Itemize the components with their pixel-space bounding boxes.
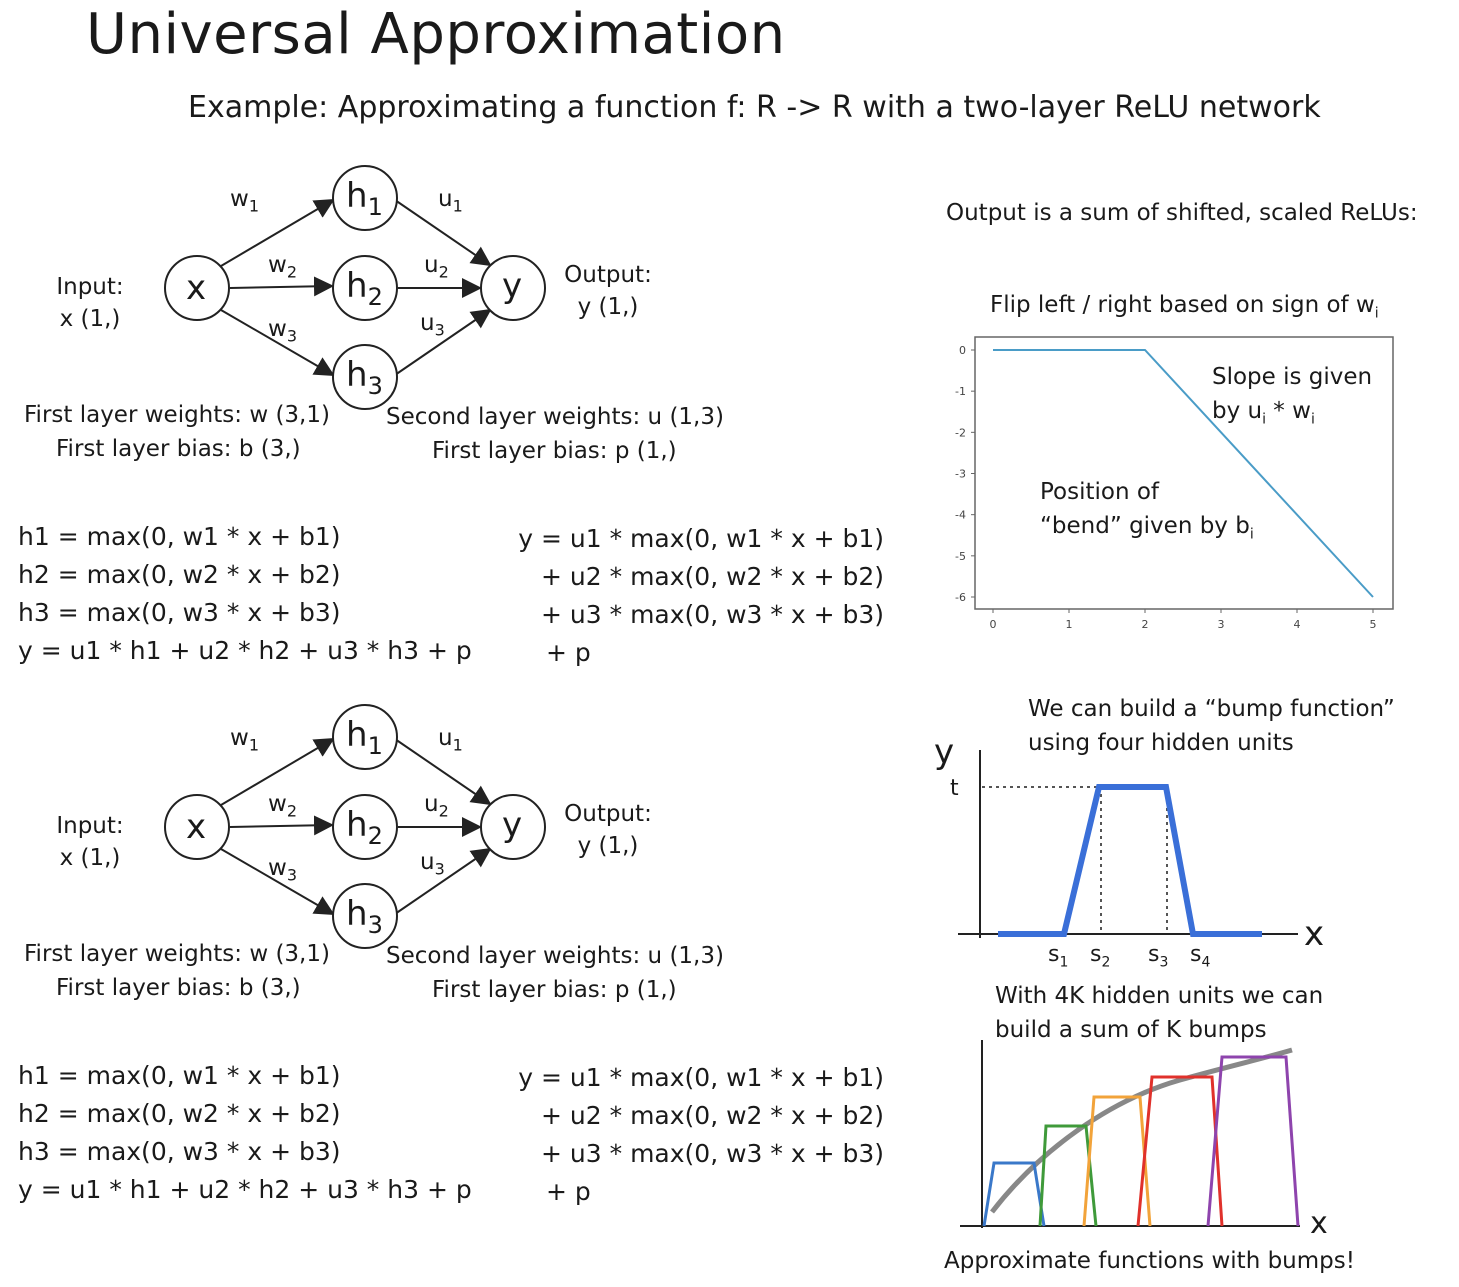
slide-subtitle: Example: Approximating a function f: R -… — [188, 90, 1321, 125]
node-x — [164, 255, 230, 321]
sum-heading: With 4K hidden units we can build a sum … — [995, 983, 1324, 1043]
first-layer-bias-2: First layer bias: b (3,) — [56, 975, 301, 1001]
bump-t-label: t — [950, 776, 959, 801]
second-layer-weights-2: Second layer weights: u (1,3) — [386, 943, 724, 969]
node-x-label-2: x — [186, 807, 207, 847]
node-y — [480, 255, 546, 321]
relu-heading: Output is a sum of shifted, scaled ReLUs… — [946, 200, 1418, 226]
bump-x-label: x — [1304, 914, 1325, 954]
bend-note: Position of “bend” given by bi — [1040, 479, 1254, 543]
node-h1-label: h1 — [346, 176, 383, 221]
bump-blue — [982, 1161, 1046, 1227]
bump-purple — [1206, 1055, 1300, 1227]
relu-line — [993, 349, 1374, 598]
relu-ytick-label: -1 — [955, 385, 966, 398]
equations-right-top: y = u1 * max(0, w1 * x + b1) + u2 * max(… — [518, 524, 884, 667]
edge-label-w1-2: w1 — [230, 725, 259, 755]
output-label: Output: y (1,) — [564, 262, 652, 320]
network-edges-top — [164, 165, 546, 410]
node-y-label-2: y — [502, 805, 523, 845]
relu-xtick-label: 0 — [990, 618, 997, 631]
slope-note: Slope is given by ui * wi — [1212, 364, 1373, 428]
first-layer-weights-2: First layer weights: w (3,1) — [24, 941, 330, 967]
second-layer-weights: Second layer weights: u (1,3) — [386, 404, 724, 430]
relu-ytick-label: -6 — [955, 591, 966, 604]
edge-label-u1-2: u1 — [438, 725, 463, 755]
input-label-2: Input: x (1,) — [56, 813, 124, 871]
relu-ytick-label: -2 — [955, 426, 966, 439]
bump-y-label: y — [934, 732, 955, 772]
node-h3-label-2: h3 — [346, 894, 383, 939]
node-h2-label: h2 — [346, 266, 383, 311]
second-layer-bias-2: First layer bias: p (1,) — [432, 977, 677, 1003]
s4-label: s4 — [1190, 942, 1211, 971]
s3-label: s3 — [1148, 942, 1169, 971]
node-h2 — [332, 255, 398, 321]
edge-label-u3-2: u3 — [420, 849, 445, 879]
edge-label-w1: w1 — [230, 186, 259, 216]
first-layer-bias: First layer bias: b (3,) — [56, 436, 301, 462]
relu-xtick-label: 1 — [1066, 618, 1073, 631]
edge-label-u1: u1 — [438, 186, 463, 216]
relu-ytick-label: -5 — [955, 550, 966, 563]
node-h2-label-2: h2 — [346, 805, 383, 850]
bump-heading: We can build a “bump function” using fou… — [1028, 696, 1395, 756]
relu-plot-title: Flip left / right based on sign of wi — [990, 292, 1379, 322]
node-h1-label-2: h1 — [346, 715, 383, 760]
node-x-label: x — [186, 268, 207, 308]
s2-label: s2 — [1090, 942, 1111, 971]
edge-x-h2 — [229, 276, 334, 297]
edge-x-h3 — [220, 309, 335, 377]
edge-label-u2: u2 — [424, 252, 449, 282]
relu-xtick-label: 3 — [1218, 618, 1225, 631]
bump-green — [1038, 1124, 1098, 1227]
equations-right-bottom: y = u1 * max(0, w1 * x + b1) + u2 * max(… — [518, 1063, 884, 1206]
node-y-label: y — [502, 266, 523, 306]
node-h3 — [332, 344, 398, 410]
sum-caption: Approximate functions with bumps! — [944, 1248, 1355, 1274]
edge-label-w2-2: w2 — [268, 791, 297, 821]
second-layer-bias: First layer bias: p (1,) — [432, 438, 677, 464]
edge-label-w3: w3 — [268, 316, 297, 346]
first-layer-weights: First layer weights: w (3,1) — [24, 402, 330, 428]
slide-title: Universal Approximation — [86, 2, 786, 67]
output-label-2: Output: y (1,) — [564, 801, 652, 859]
node-h3-label: h3 — [346, 355, 383, 400]
relu-ytick-label: -3 — [955, 468, 966, 481]
node-h1 — [332, 165, 398, 231]
edge-h1-y — [394, 199, 492, 267]
relu-xtick-label: 4 — [1294, 618, 1301, 631]
relu-xtick-label: 5 — [1370, 618, 1377, 631]
bump-red — [1136, 1075, 1224, 1227]
edge-label-u2-2: u2 — [424, 791, 449, 821]
edge-label-u3: u3 — [420, 310, 445, 340]
sum-x-label: x — [1310, 1206, 1328, 1241]
s1-label: s1 — [1048, 942, 1069, 971]
edge-x-h1 — [220, 198, 335, 267]
edge-h3-y — [394, 308, 492, 376]
relu-ytick-label: -4 — [955, 509, 966, 522]
relu-xtick-label: 2 — [1142, 618, 1149, 631]
relu-ytick-label: 0 — [959, 344, 966, 357]
equations-left-top: h1 = max(0, w1 * x + b1) h2 = max(0, w2 … — [18, 522, 472, 665]
bump-line — [998, 784, 1262, 937]
edge-label-w3-2: w3 — [268, 855, 297, 885]
network-edges-bottom — [164, 704, 546, 949]
edge-label-w2: w2 — [268, 252, 297, 282]
equations-left-bottom: h1 = max(0, w1 * x + b1) h2 = max(0, w2 … — [18, 1061, 472, 1204]
input-label: Input: x (1,) — [56, 274, 124, 332]
